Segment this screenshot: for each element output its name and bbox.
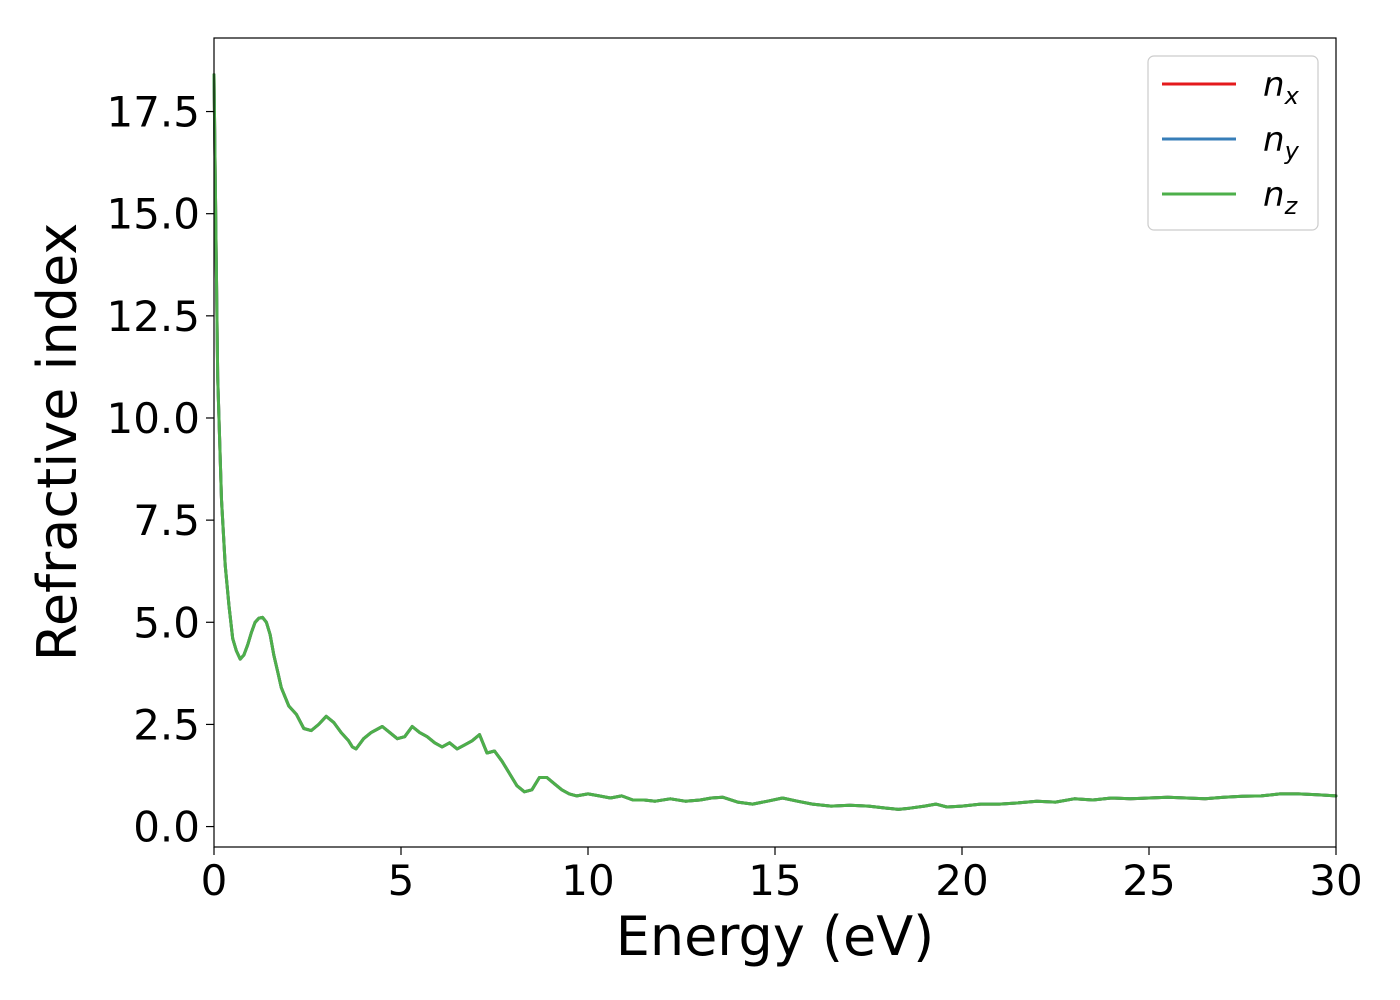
x-tick-label: 0 (201, 856, 228, 905)
y-tick-label: 2.5 (133, 700, 200, 749)
y-tick-label: 5.0 (133, 598, 200, 647)
x-tick-label: 15 (748, 856, 801, 905)
y-tick-label: 17.5 (106, 88, 200, 137)
legend-label-n-z: nz (1263, 175, 1299, 220)
x-axis-label: Energy (eV) (616, 905, 935, 968)
legend-label-n-y: ny (1263, 120, 1300, 165)
y-axis-ticks: 0.0 2.5 5.0 7.5 10.0 12.5 15.0 17.5 (106, 88, 214, 852)
x-tick-label: 10 (561, 856, 614, 905)
y-tick-label: 15.0 (106, 190, 200, 239)
y-tick-label: 12.5 (106, 292, 200, 341)
x-axis-ticks: 0 5 10 15 20 25 30 (201, 847, 1363, 905)
x-tick-label: 30 (1309, 856, 1362, 905)
x-tick-label: 25 (1122, 856, 1175, 905)
legend-label-n-x: nx (1263, 65, 1300, 110)
legend-entries: nx ny nz (1162, 65, 1300, 220)
series-layer (212, 73, 1338, 811)
y-axis-label: Refractive index (26, 223, 89, 662)
x-tick-label: 5 (388, 856, 415, 905)
legend: nx ny nz (1147, 55, 1319, 231)
y-tick-label: 10.0 (106, 394, 200, 443)
y-tick-label: 7.5 (133, 496, 200, 545)
series-line-n-z (212, 73, 1338, 811)
legend-frame (1147, 55, 1319, 231)
x-tick-label: 20 (935, 856, 988, 905)
y-tick-label: 0.0 (133, 803, 200, 852)
